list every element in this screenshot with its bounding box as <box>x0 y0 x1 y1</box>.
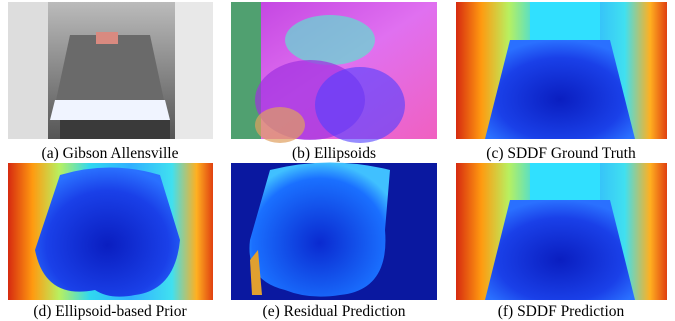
image-e <box>231 163 437 301</box>
image-f <box>456 163 667 300</box>
caption: (b) Ellipsoids <box>292 145 376 162</box>
figure: (a) Gibson Allensville (b) Ellipsoids (c… <box>0 0 675 321</box>
caption: (f) SDDF Prediction <box>498 303 625 320</box>
image-c <box>456 2 667 139</box>
caption: (c) SDDF Ground Truth <box>486 145 636 162</box>
image-b <box>231 2 437 143</box>
caption: (e) Residual Prediction <box>263 303 406 320</box>
image-d <box>8 163 213 300</box>
caption: (d) Ellipsoid-based Prior <box>33 303 187 320</box>
image-a <box>8 2 213 139</box>
caption: (a) Gibson Allensville <box>42 145 179 162</box>
